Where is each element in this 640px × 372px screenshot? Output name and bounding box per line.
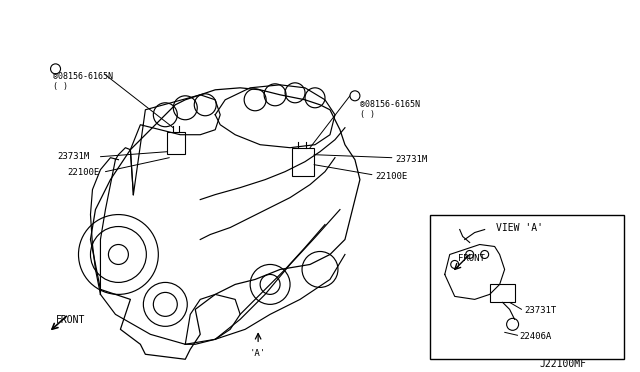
Text: 22100E: 22100E	[67, 168, 100, 177]
Text: ®08156-6165N
( ): ®08156-6165N ( )	[360, 100, 420, 119]
Bar	[430, 215, 625, 359]
Text: 23731T: 23731T	[525, 307, 557, 315]
Text: 'A': 'A'	[250, 349, 266, 358]
Text: ®08156-6165N
( ): ®08156-6165N ( )	[52, 72, 113, 91]
Text: 23731M: 23731M	[58, 152, 90, 161]
Text: 22100E: 22100E	[375, 171, 407, 181]
Text: VIEW 'A': VIEW 'A'	[496, 222, 543, 232]
Text: 23731M: 23731M	[395, 155, 427, 164]
Text: J22100MF: J22100MF	[540, 359, 586, 369]
Text: FRONT: FRONT	[458, 254, 484, 263]
Text: FRONT: FRONT	[56, 315, 85, 326]
Text: 22406A: 22406A	[520, 332, 552, 341]
Bar	[292, 148, 314, 176]
Bar	[167, 132, 185, 154]
Bar	[490, 285, 515, 302]
